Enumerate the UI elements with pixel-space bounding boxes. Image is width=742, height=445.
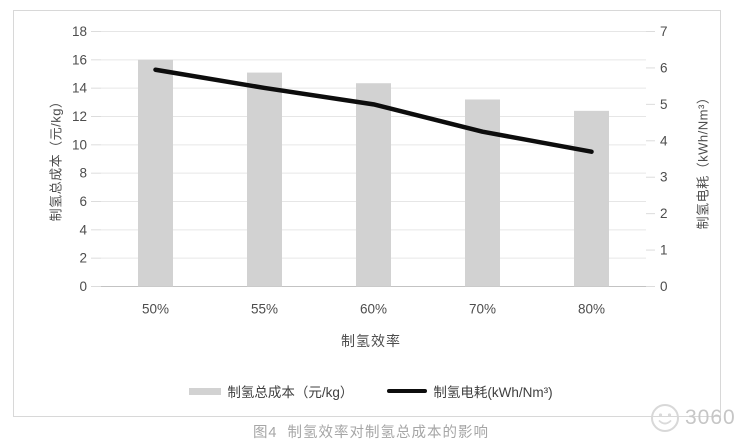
legend-item-bar: 制氢总成本（元/kg） (189, 381, 353, 401)
bar-legend-swatch (189, 387, 222, 395)
left-axis-tick-label: 16 (72, 52, 87, 67)
right-axis-title: 制氢电耗（kWh/Nm³） (695, 90, 711, 230)
cost-bar-55% (247, 72, 282, 287)
left-axis-title: 制氢总成本（元/kg） (48, 94, 64, 222)
right-axis-tick-label: 5 (660, 97, 668, 112)
x-category-label: 70% (469, 302, 496, 317)
x-category-label: 55% (251, 302, 278, 317)
x-category-label: 80% (578, 302, 605, 317)
legend-label: 制氢电耗(kWh/Nm³) (433, 385, 553, 400)
cost-bar-80% (574, 110, 609, 287)
x-category-label: 50% (142, 302, 169, 317)
right-axis-tick-label: 4 (660, 133, 668, 148)
x-category-label: 60% (360, 302, 387, 317)
left-axis-tick-label: 6 (79, 194, 87, 209)
left-axis-tick-label: 10 (72, 137, 87, 152)
left-axis-tick-label: 14 (72, 81, 88, 96)
cost-bar-60% (356, 83, 391, 287)
right-axis-tick-label: 2 (660, 206, 668, 221)
left-axis-tick-label: 4 (79, 222, 87, 237)
right-axis-tick-label: 7 (660, 24, 668, 39)
electricity-consumption-line (153, 67, 594, 154)
left-axis-tick-label: 18 (72, 24, 87, 39)
legend-label: 制氢总成本（元/kg） (227, 385, 354, 400)
x-axis-title: 制氢效率 (341, 333, 401, 349)
chart-legend: 制氢总成本（元/kg） 制氢电耗(kWh/Nm³) (0, 381, 742, 401)
right-axis-tick-label: 3 (660, 170, 668, 185)
left-axis-tick-label: 8 (79, 166, 87, 181)
line-legend-swatch (387, 388, 428, 394)
legend-item-line: 制氢电耗(kWh/Nm³) (387, 381, 553, 401)
watermark-face-icon (651, 404, 679, 432)
right-axis-tick-label: 6 (660, 60, 668, 75)
left-axis-tick-label: 12 (72, 109, 87, 124)
left-axis-tick-label: 2 (79, 251, 87, 266)
right-axis-tick-label: 0 (660, 279, 668, 294)
right-axis-tick-label: 1 (660, 243, 668, 258)
cost-bar-50% (138, 59, 173, 287)
figure-caption: 图4 制氢效率对制氢总成本的影响 (252, 425, 490, 441)
left-axis-tick-label: 0 (79, 279, 87, 294)
watermark-text: 3060 (685, 406, 736, 429)
watermark-3060: 3060 (650, 403, 736, 433)
